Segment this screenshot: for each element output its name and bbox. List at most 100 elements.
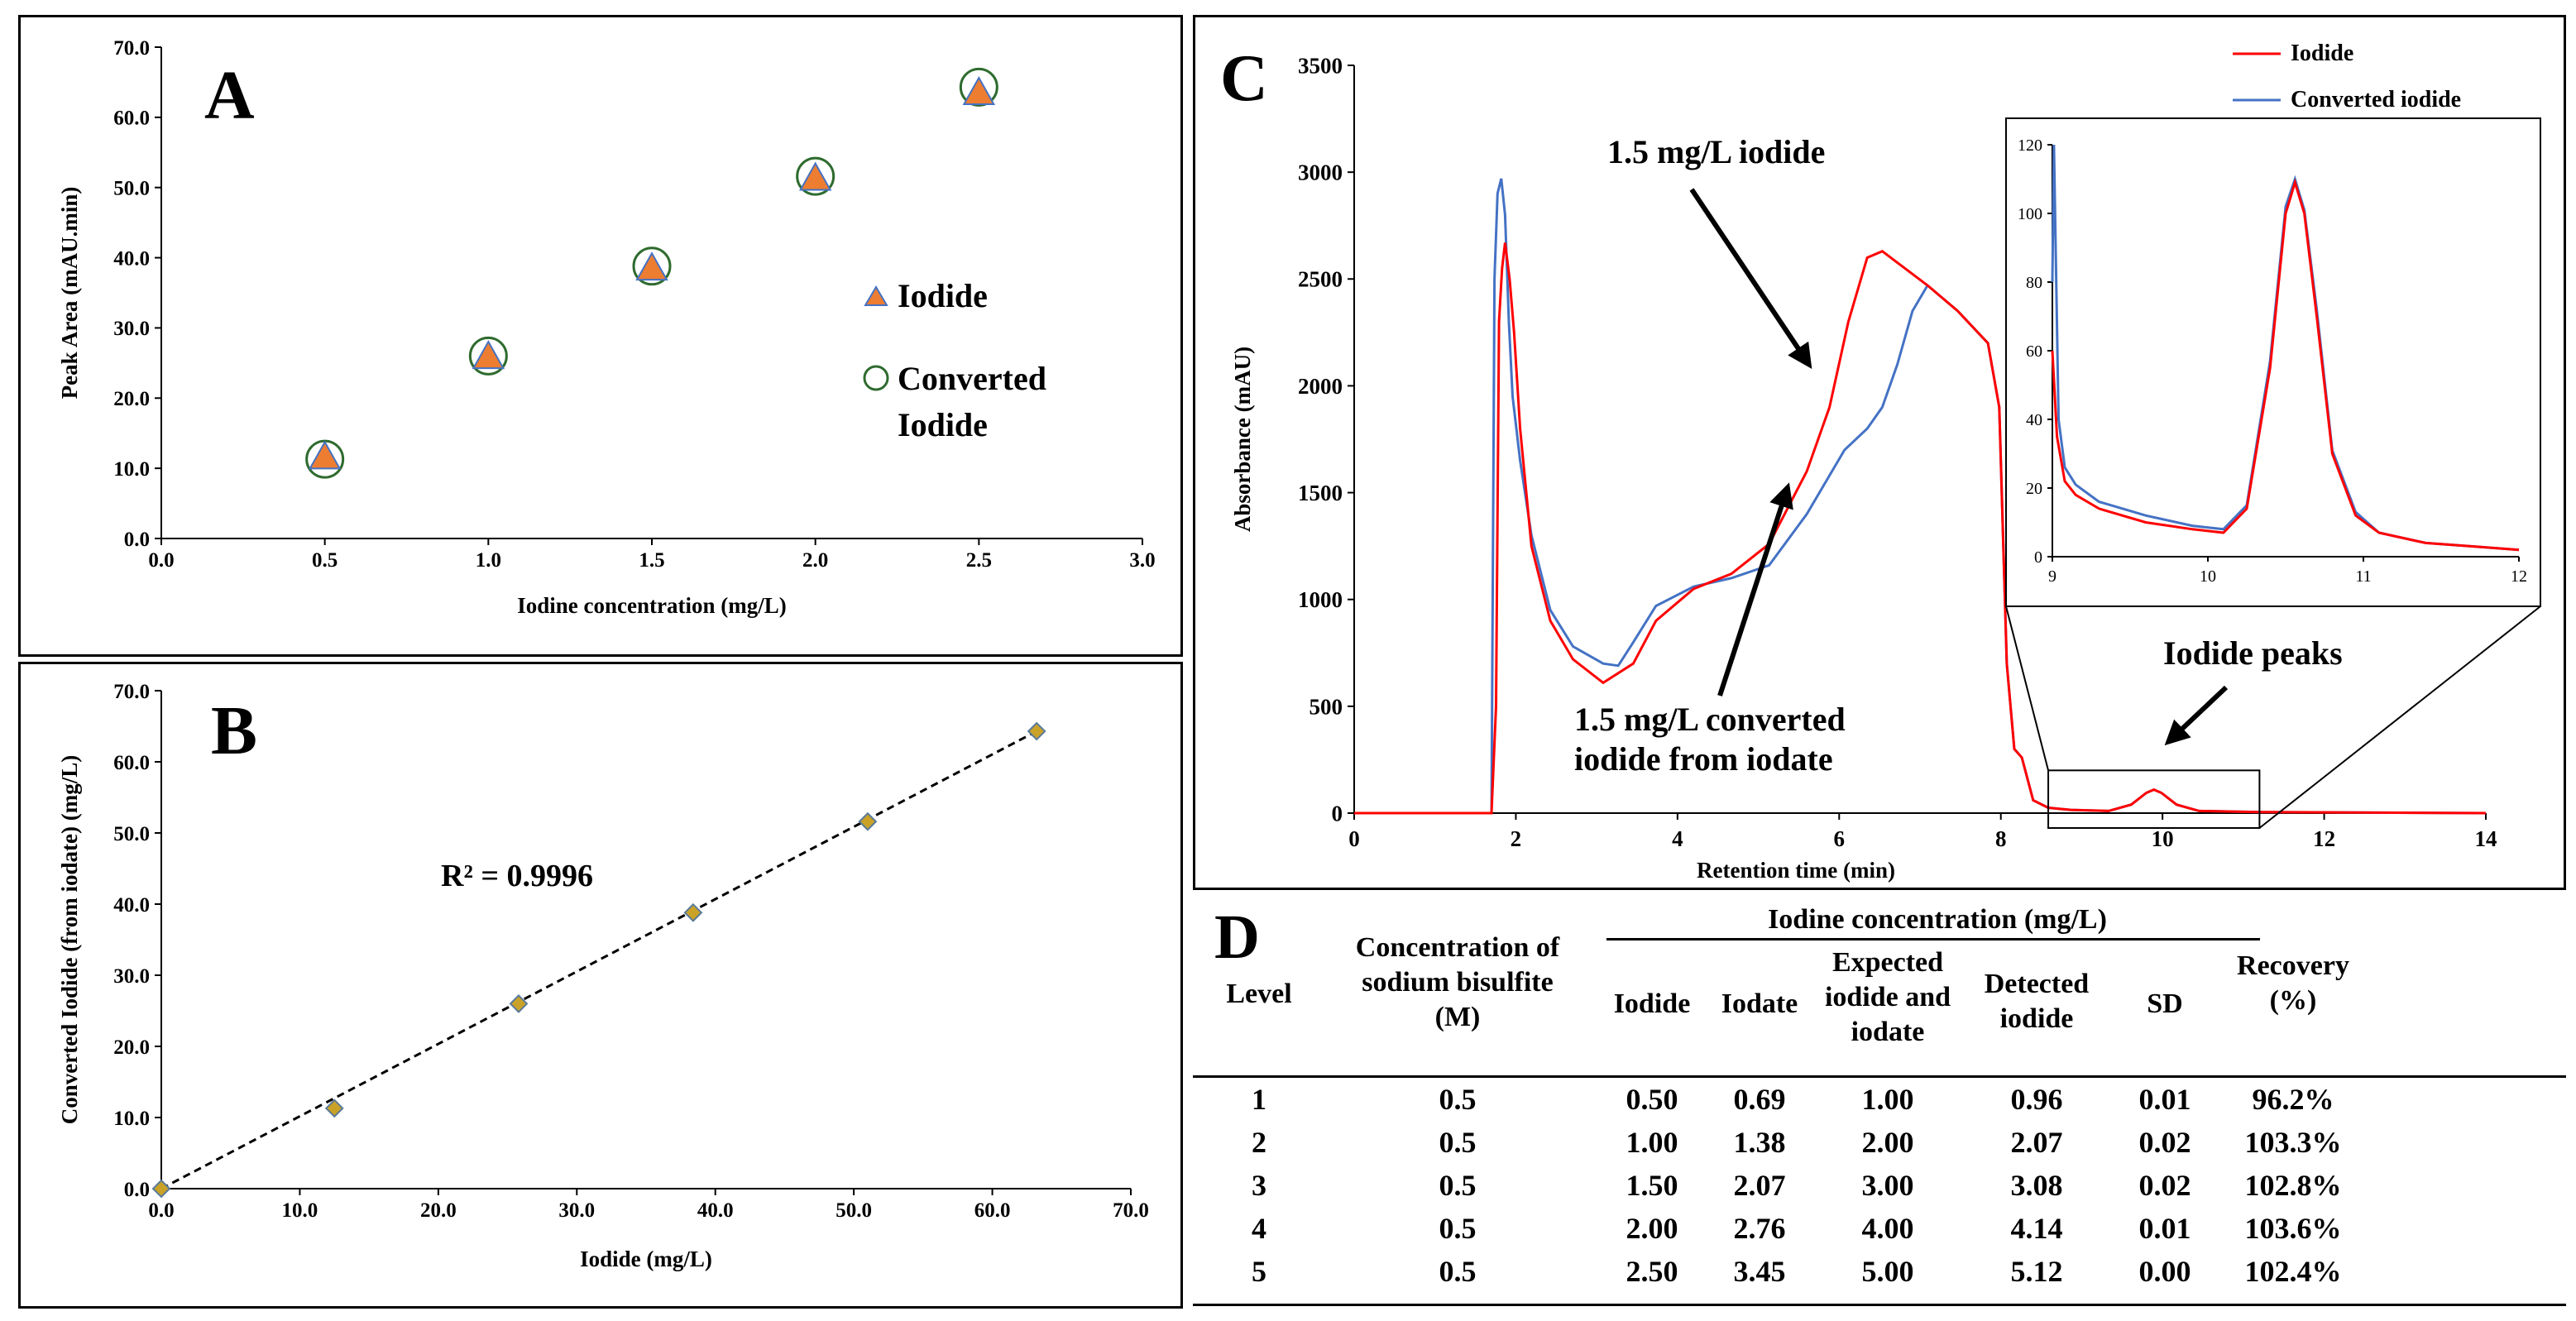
inset-x-tick-label: 9 xyxy=(2048,567,2056,586)
data-point xyxy=(324,1098,344,1118)
zoom-connector-line xyxy=(2258,605,2541,829)
x-tick-label: 0.0 xyxy=(148,1199,174,1222)
chart-c-svg: 0 2 4 6 8 10 12 140500100015002000250030003500R… xyxy=(1220,41,2541,883)
column-header-recovery-line: (%) xyxy=(2269,985,2317,1016)
table-cell: 2.07 xyxy=(1733,1169,1786,1202)
panel-b-label: B xyxy=(211,692,257,769)
arrow-to-converted xyxy=(1717,482,1793,696)
y-tick-label: 500 xyxy=(1310,694,1343,719)
inset-iodide-trace xyxy=(2051,178,2520,552)
column-header-bisulfite-line: sodium bisulfite xyxy=(1362,967,1554,998)
table-cell: 0.02 xyxy=(2138,1169,2191,1202)
converted-iodide-point xyxy=(632,246,672,286)
x-tick-label: 3.0 xyxy=(1129,549,1155,572)
y-tick-label: 70.0 xyxy=(113,37,150,60)
column-header-expected-line: iodide and xyxy=(1824,982,1951,1012)
y-tick-label: 50.0 xyxy=(113,177,150,199)
y-tick-label: 3500 xyxy=(1298,53,1343,78)
y-tick-label: 30.0 xyxy=(113,318,150,340)
table-cell: 1.00 xyxy=(1626,1126,1678,1159)
y-tick-label: 20.0 xyxy=(113,1036,150,1059)
annotation-iodide: 1.5 mg/L iodide xyxy=(1607,133,1825,170)
table-cell: 3.00 xyxy=(1861,1169,1914,1202)
table-cell: 103.3% xyxy=(2244,1126,2342,1159)
x-tick-label: 12 xyxy=(2313,826,2335,851)
table-cell: 3.45 xyxy=(1733,1255,1786,1288)
legend-iodide-marker xyxy=(864,285,888,306)
y-tick-label: 0 xyxy=(1332,801,1343,826)
y-axis-title: Absorbance (mAU) xyxy=(1230,347,1255,532)
inset-y-tick-label: 80 xyxy=(2026,274,2042,292)
table-cell: 103.6% xyxy=(2244,1212,2342,1245)
table-cell: 3 xyxy=(1252,1169,1266,1202)
x-tick-label: 8 xyxy=(1995,826,2007,851)
table-cell: 1.50 xyxy=(1626,1169,1678,1202)
y-axis-title: Peak Area (mAU.min) xyxy=(57,187,82,400)
x-tick-label: 30.0 xyxy=(558,1199,595,1222)
panel-d-label: D xyxy=(1214,902,1260,972)
x-tick-label: 40.0 xyxy=(697,1199,734,1222)
x-tick-label: 1.5 xyxy=(639,549,664,572)
y-tick-label: 0.0 xyxy=(124,1179,150,1201)
column-header-level: Level xyxy=(1226,979,1292,1009)
header-bottom-rule xyxy=(1193,1075,2566,1078)
x-tick-label: 2 xyxy=(1511,826,1522,851)
table-bottom-rule xyxy=(1193,1304,2566,1306)
converted-iodide-point xyxy=(468,336,508,376)
x-tick-label: 20.0 xyxy=(420,1199,457,1222)
data-point xyxy=(1027,721,1046,741)
y-tick-label: 10.0 xyxy=(113,1108,150,1130)
data-point xyxy=(151,1179,171,1199)
inset-y-tick-label: 40 xyxy=(2026,411,2042,429)
converted-iodide-point xyxy=(796,156,836,196)
panel-a-scatter-chart: 0.0 0.5 1.0 1.5 2.0 2.5 3.0 0.0 10.0 20.0 30.0 40.0… xyxy=(18,15,1183,657)
table-cell: 2.00 xyxy=(1861,1126,1914,1159)
column-header-iodate: Iodate xyxy=(1721,988,1798,1019)
legend-converted-label: Converted iodide xyxy=(2291,87,2461,112)
table-cell: 0.5 xyxy=(1439,1083,1477,1116)
table-cell: 0.96 xyxy=(2010,1083,2063,1116)
table-cell: 2.00 xyxy=(1626,1212,1678,1245)
y-tick-label: 10.0 xyxy=(113,458,150,481)
legend-iodide-label: Iodide xyxy=(2291,41,2353,66)
panel-d-recovery-table: D Iodine concentration (mg/L) Level Concen… xyxy=(1193,895,2566,1309)
table-cell: 5 xyxy=(1252,1255,1266,1288)
x-tick-label: 2.0 xyxy=(802,549,828,572)
legend-iodide-label: Iodide xyxy=(898,277,988,314)
arrow-to-iodide xyxy=(1689,188,1812,369)
group-header-iodine-concentration: Iodine concentration (mg/L) xyxy=(1768,904,2107,935)
annotation-iodide-peaks: Iodide peaks xyxy=(2163,634,2343,672)
x-axis-title: Iodine concentration (mg/L) xyxy=(517,593,786,618)
x-tick-label: 14 xyxy=(2475,826,2497,851)
table-cell: 1 xyxy=(1252,1083,1266,1116)
zoom-connector-line xyxy=(2005,605,2050,771)
inset-x-tick-label: 11 xyxy=(2355,567,2371,586)
x-tick-label: 4 xyxy=(1672,826,1683,851)
data-point xyxy=(858,811,878,831)
y-tick-label: 2500 xyxy=(1298,267,1343,292)
table-cell: 102.4% xyxy=(2244,1255,2342,1288)
column-header-bisulfite-line: (M) xyxy=(1434,1002,1481,1032)
table-cell: 0.5 xyxy=(1439,1126,1477,1159)
legend-converted-label-2: Iodide xyxy=(898,406,988,443)
inset-x-tick-label: 12 xyxy=(2511,567,2527,586)
iodide-trace xyxy=(1354,242,2487,815)
x-tick-label: 50.0 xyxy=(836,1199,872,1222)
table-cell: 5.12 xyxy=(2010,1255,2063,1288)
converted-iodide-point xyxy=(959,67,998,107)
y-tick-label: 1000 xyxy=(1298,587,1343,612)
table-cell: 5.00 xyxy=(1861,1255,1914,1288)
table-cell: 2.07 xyxy=(2010,1126,2063,1159)
inset-frame xyxy=(2005,117,2541,607)
table-cell: 0.50 xyxy=(1626,1083,1678,1116)
annotation-converted-line2: iodide from iodate xyxy=(1574,740,1833,778)
y-tick-label: 60.0 xyxy=(113,752,150,774)
annotation-converted-line1: 1.5 mg/L converted xyxy=(1574,701,1846,738)
y-tick-label: 40.0 xyxy=(113,894,150,917)
column-header-bisulfite-line: Concentration of xyxy=(1355,932,1560,963)
x-tick-label: 0.0 xyxy=(148,549,174,572)
y-tick-label: 2000 xyxy=(1298,374,1343,399)
y-tick-label: 20.0 xyxy=(113,388,150,410)
x-tick-label: 0.5 xyxy=(312,549,338,572)
table-cell: 0.02 xyxy=(2138,1126,2191,1159)
